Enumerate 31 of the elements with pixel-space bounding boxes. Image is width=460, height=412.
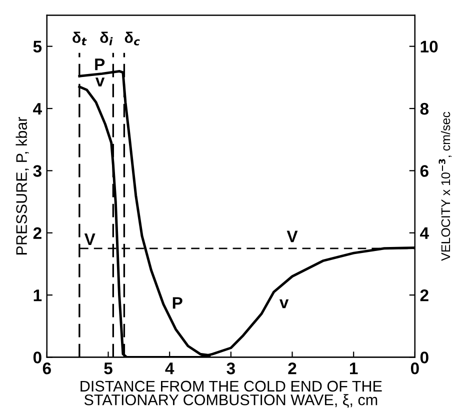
annotation: P (172, 297, 182, 309)
x-tick-label: 3 (226, 362, 235, 374)
y2-tick-label: 2 (420, 289, 428, 302)
x-tick-label: 1 (350, 362, 358, 374)
x-tick-label: 0 (410, 362, 419, 374)
y2-tick-label: 6 (420, 165, 428, 177)
x-tick-label: 6 (42, 362, 51, 374)
x-axis-title: DISTANCE FROM THE COLD END OF THE STATIONARY COMBUSTION WAVE, ξ, cm (80, 380, 382, 408)
y-tick-label: 5 (33, 40, 42, 53)
y-tick-label: 1 (34, 290, 42, 302)
y2-tick-label: 10 (420, 40, 438, 53)
ref-line-label: δ$_{t}$ (72, 32, 87, 46)
ref-line-label: δ$_{i}$ (100, 32, 113, 46)
y2-axis-title: VELOCITY x 10$^{−3}$, cm/sec (438, 112, 452, 261)
y-tick-label: 4 (33, 103, 42, 115)
annotation: P (95, 58, 105, 70)
y-tick-label: 0 (33, 352, 42, 364)
y-tick-label: 2 (33, 227, 42, 239)
y2-tick-label: 0 (420, 352, 428, 364)
x-tick-label: 4 (165, 362, 174, 374)
annotation: v (95, 78, 105, 86)
y2-tick-label: 8 (420, 102, 429, 115)
y-tick-label: 3 (33, 165, 42, 177)
ref-line-label: V (84, 233, 96, 245)
y-axis-title: PRESSURE, P, kbar (16, 116, 29, 254)
ref-line-label: δ$_{c}$ (124, 32, 140, 46)
y2-tick-label: 4 (420, 227, 429, 239)
x-tick-label: 5 (104, 362, 112, 374)
x-tick-label: 2 (288, 362, 296, 374)
annotation: V (286, 230, 298, 242)
annotation: v (279, 299, 289, 308)
